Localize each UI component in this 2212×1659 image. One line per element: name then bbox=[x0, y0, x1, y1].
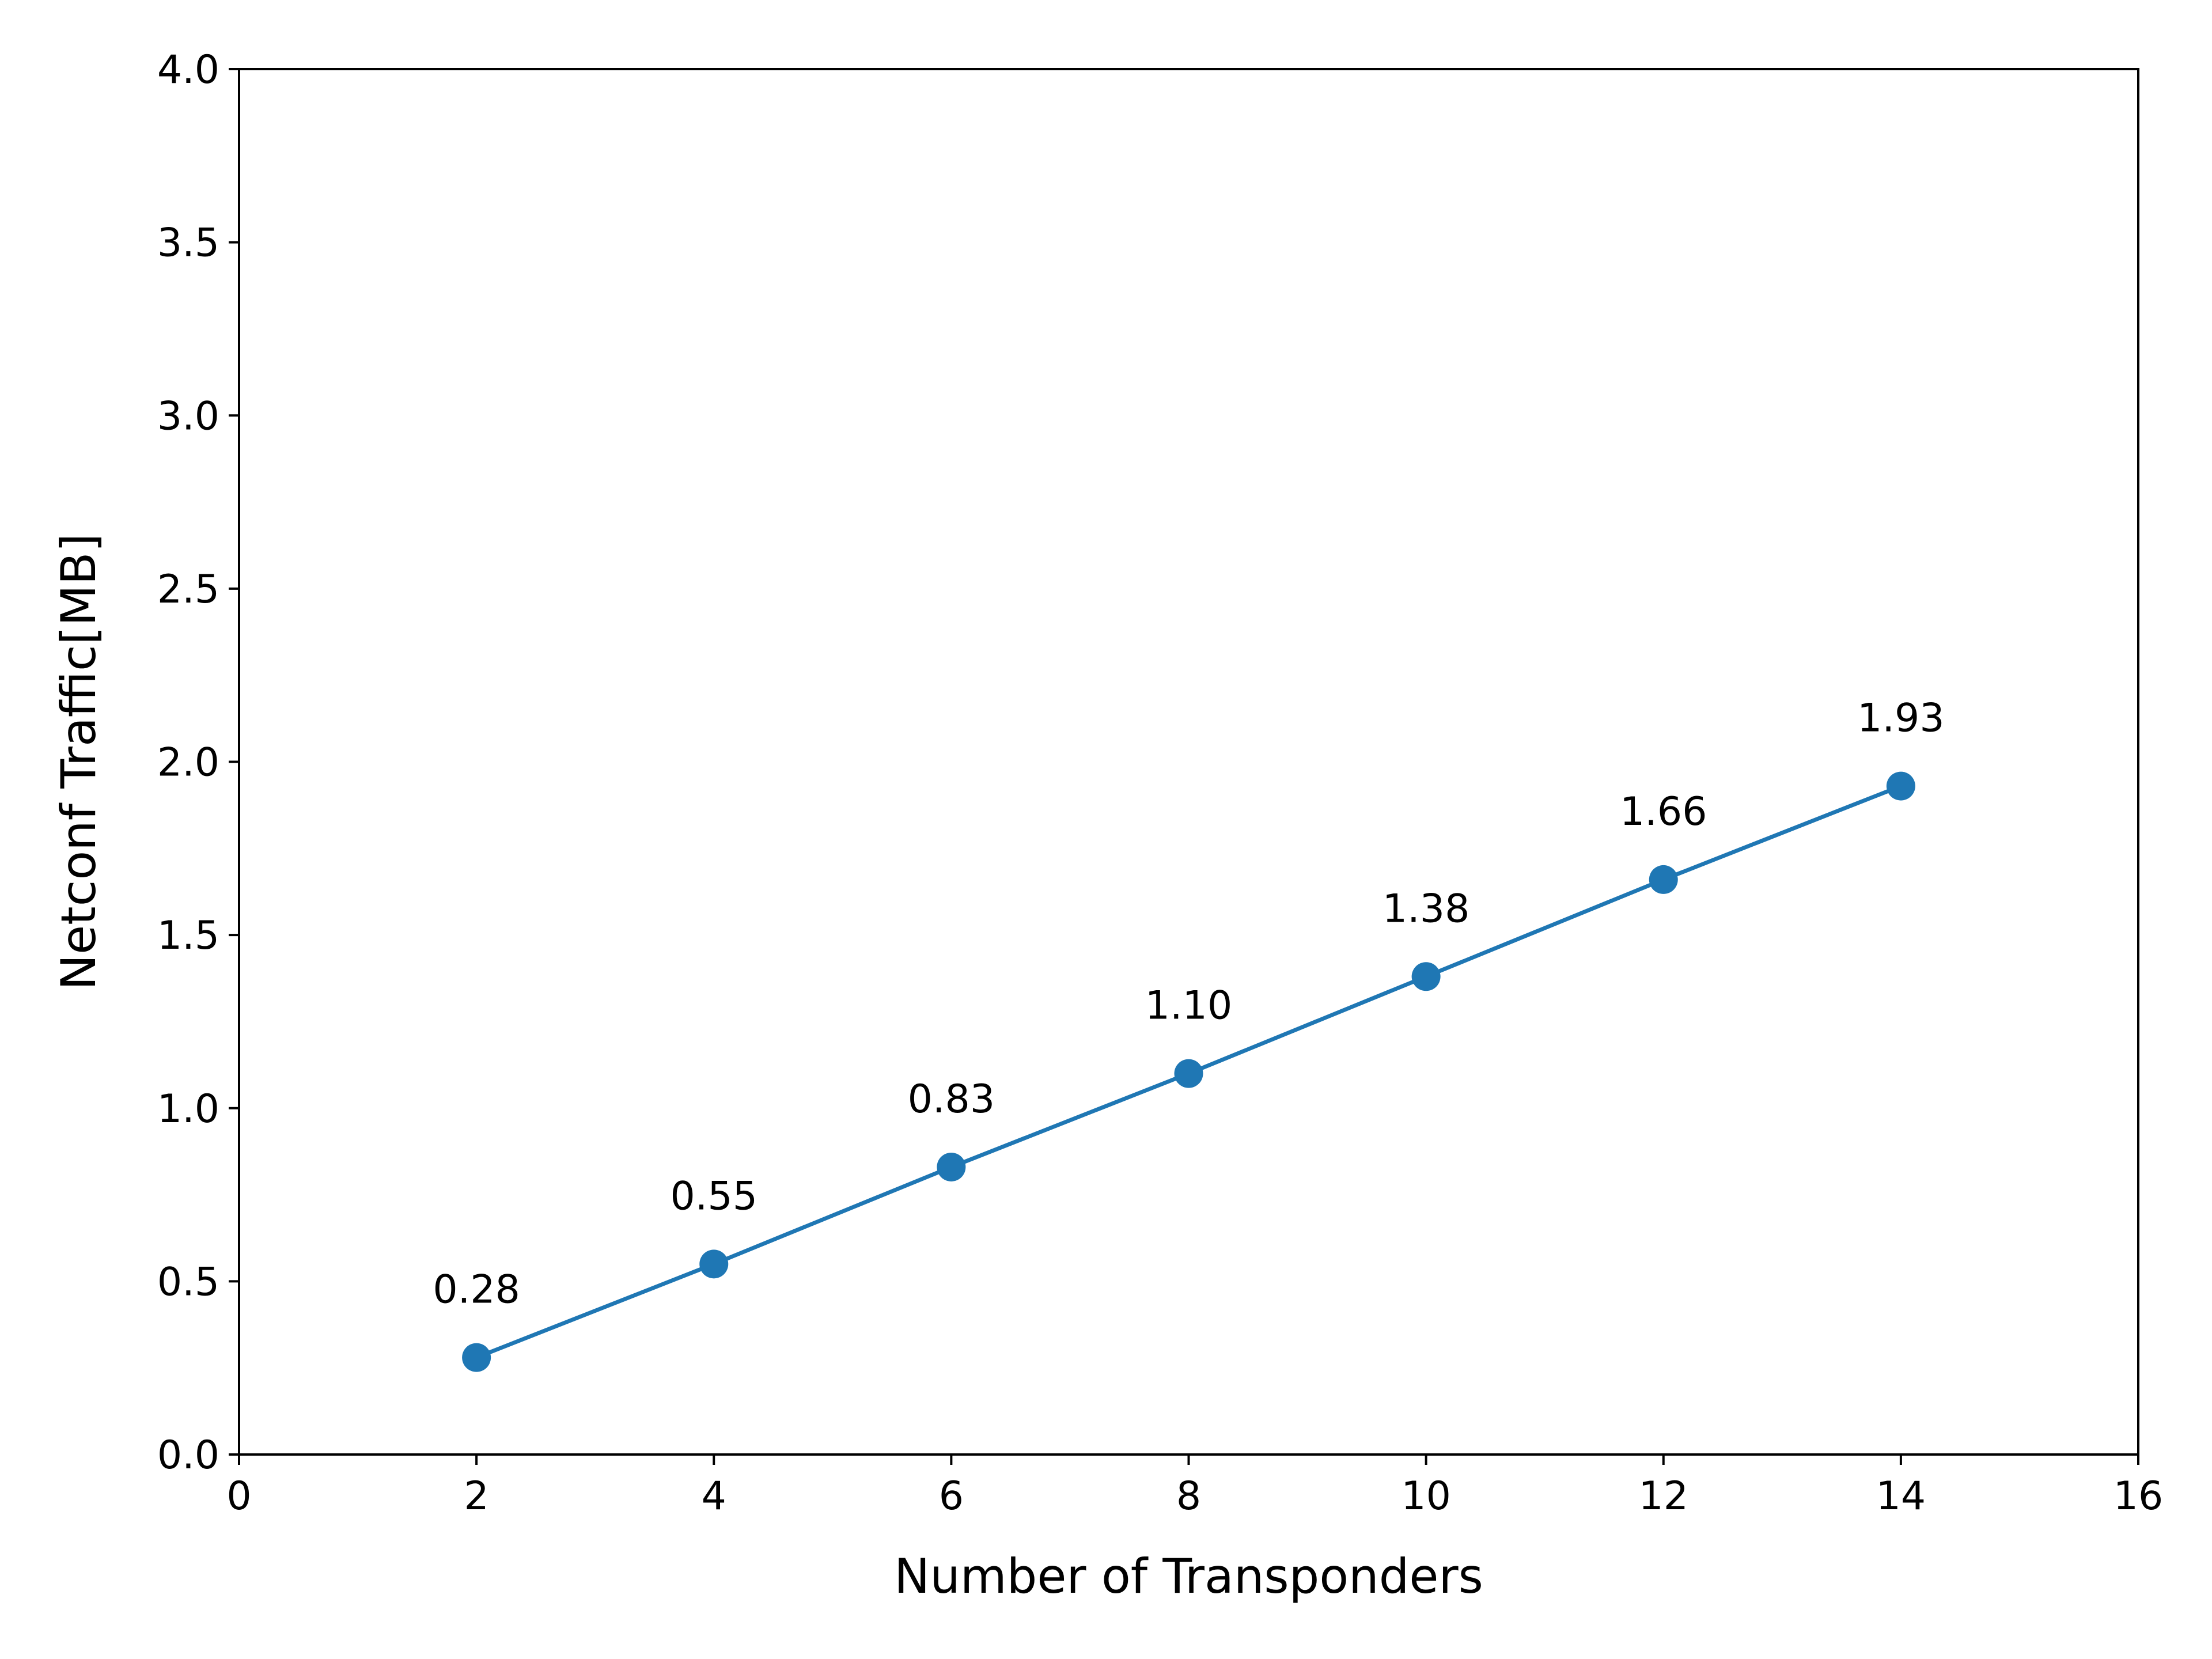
x-axis-ticks: 0 2 4 6 8 10 12 14 16 bbox=[226, 1455, 2163, 1519]
data-label: 0.55 bbox=[671, 1173, 757, 1219]
y-tick-label: 0.0 bbox=[157, 1433, 219, 1478]
x-tick-label: 14 bbox=[1876, 1474, 1926, 1519]
x-tick-label: 4 bbox=[702, 1474, 726, 1519]
data-point bbox=[1886, 771, 1915, 801]
y-tick-label: 3.0 bbox=[157, 393, 219, 439]
data-point bbox=[462, 1343, 491, 1372]
x-tick-label: 10 bbox=[1401, 1474, 1451, 1519]
x-tick-label: 0 bbox=[226, 1474, 251, 1519]
x-axis-label: Number of Transponders bbox=[894, 1548, 1483, 1604]
y-tick-label: 3.5 bbox=[157, 221, 219, 266]
x-tick-label: 16 bbox=[2113, 1474, 2164, 1519]
y-tick-label: 1.5 bbox=[157, 913, 219, 959]
y-tick-label: 1.0 bbox=[157, 1086, 219, 1132]
x-tick-label: 2 bbox=[464, 1474, 488, 1519]
data-label: 1.66 bbox=[1620, 789, 1707, 835]
y-tick-label: 2.0 bbox=[157, 740, 219, 786]
data-label: 0.28 bbox=[433, 1267, 520, 1313]
data-point bbox=[1411, 962, 1441, 991]
data-point bbox=[699, 1249, 729, 1279]
x-tick-label: 8 bbox=[1176, 1474, 1201, 1519]
data-label: 1.10 bbox=[1145, 983, 1232, 1029]
data-label: 1.38 bbox=[1382, 886, 1469, 931]
data-point bbox=[937, 1152, 966, 1181]
data-label: 1.93 bbox=[1857, 696, 1944, 741]
data-point bbox=[1174, 1059, 1203, 1088]
series-layer: 0.28 0.55 0.83 1.10 1.38 1.66 1.93 bbox=[433, 696, 1945, 1372]
data-label: 0.83 bbox=[908, 1077, 995, 1122]
y-tick-label: 0.5 bbox=[157, 1259, 219, 1305]
y-tick-label: 2.5 bbox=[157, 567, 219, 612]
y-axis-ticks: 0.0 0.5 1.0 1.5 2.0 2.5 3.0 3.5 4.0 bbox=[157, 47, 239, 1478]
y-axis-label: Netconf Traffic[MB] bbox=[51, 533, 107, 990]
y-tick-label: 4.0 bbox=[157, 47, 219, 93]
x-tick-label: 6 bbox=[939, 1474, 964, 1519]
data-point bbox=[1649, 865, 1678, 894]
x-tick-label: 12 bbox=[1638, 1474, 1688, 1519]
